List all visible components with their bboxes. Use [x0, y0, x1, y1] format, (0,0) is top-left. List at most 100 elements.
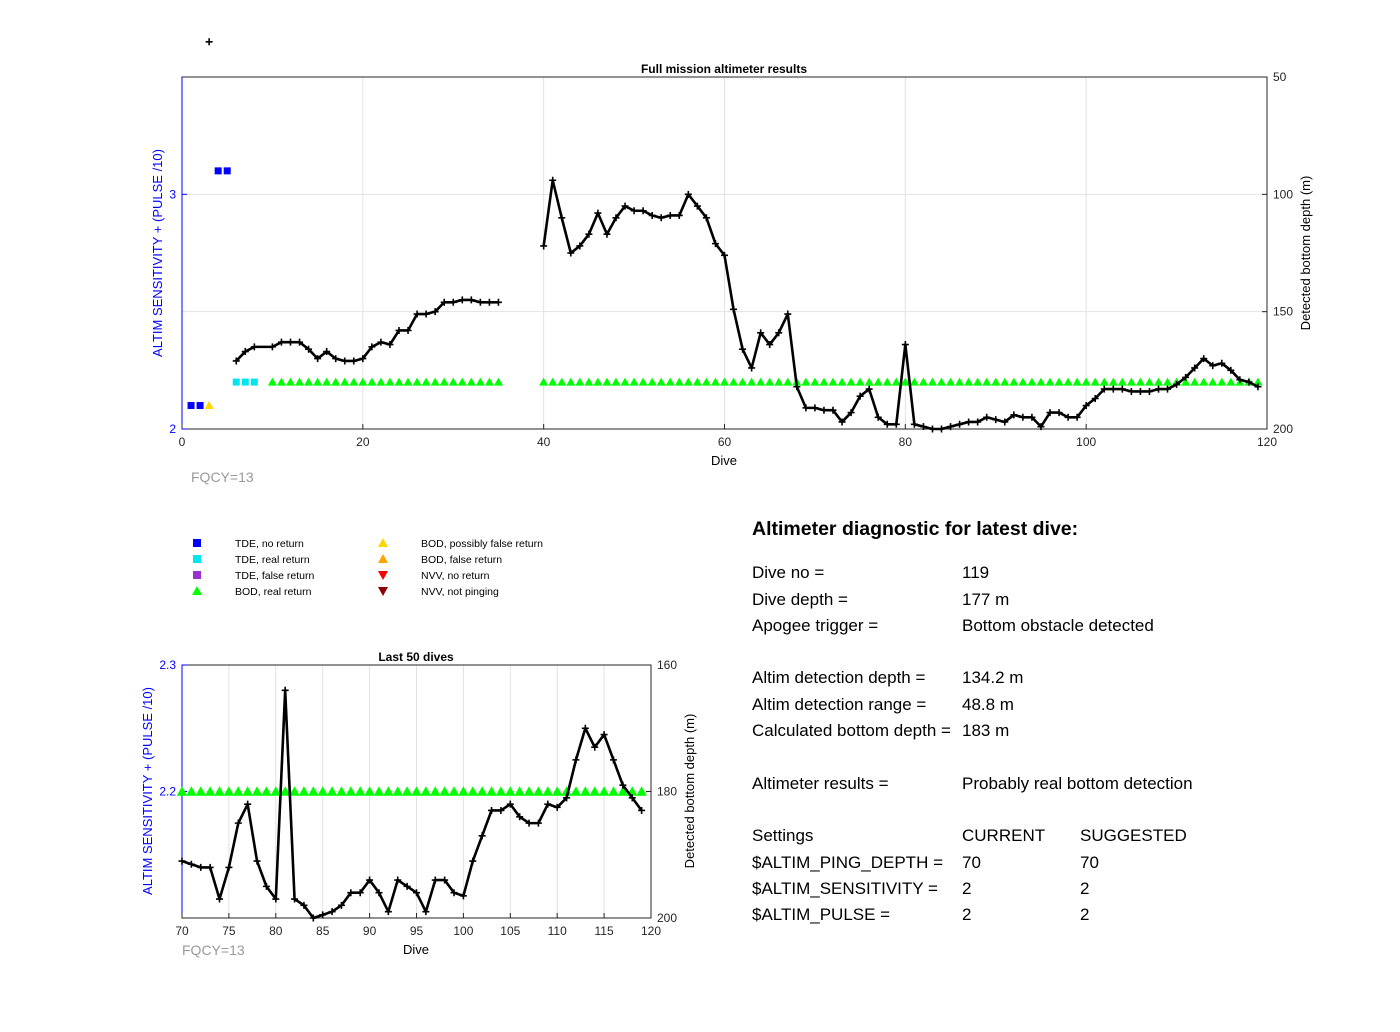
full-mission-marker	[267, 377, 277, 386]
last50-depth-point	[328, 908, 336, 916]
full-mission-series-tde-real-return	[232, 378, 258, 386]
full-mission-depth-point	[1182, 373, 1190, 381]
last50-depth-point	[450, 889, 458, 897]
full-mission-marker	[1190, 377, 1200, 386]
full-mission-depth-point	[558, 214, 566, 222]
full-mission-marker	[322, 377, 332, 386]
full-mission-depth-point	[305, 345, 313, 353]
last50-right-ylabel: Detected bottom depth (m)	[682, 714, 697, 869]
full-mission-depth-point	[874, 413, 882, 421]
full-mission-marker	[828, 377, 838, 386]
last50-marker	[598, 786, 610, 796]
full-mission-depth-point	[1055, 409, 1063, 417]
legend-marker	[193, 571, 201, 579]
full-mission-depth-point	[540, 242, 548, 250]
current-label: CURRENT	[962, 826, 1046, 846]
last50-left-ylabel: ALTIM SENSITIVITY + (PULSE /10)	[140, 687, 155, 895]
full-mission-depth-point	[332, 355, 340, 363]
full-mission-depth-point	[938, 425, 945, 433]
full-mission-depth-point	[422, 310, 430, 318]
full-mission-xlabel: Dive	[711, 453, 737, 468]
full-mission-depth-point	[314, 355, 322, 363]
full-mission-marker	[1045, 377, 1055, 386]
full-mission-ytick-left-label: 2	[169, 422, 176, 436]
full-mission-marker	[1000, 377, 1010, 386]
full-mission-depth-point	[1028, 413, 1036, 421]
last50-xtick-label: 115	[595, 924, 614, 938]
full-mission-marker	[991, 377, 1001, 386]
last50-xtick-label: 95	[410, 924, 424, 938]
full-mission-marker	[403, 377, 413, 386]
full-mission-depth-point	[757, 329, 765, 337]
full-mission-depth-point	[693, 202, 701, 210]
full-mission-depth-point	[992, 416, 1000, 424]
last50-depth-point	[619, 781, 627, 789]
full-mission-marker	[1154, 377, 1163, 386]
last50-depth-point	[516, 813, 524, 821]
full-mission-marker	[204, 401, 214, 410]
full-mission-depth-point	[1046, 409, 1054, 417]
last50-depth-point	[459, 892, 467, 900]
last50-xtick-label: 100	[453, 924, 473, 938]
full-mission-marker	[647, 377, 657, 386]
full-mission-marker	[349, 377, 359, 386]
last50-depth-point	[572, 756, 580, 764]
last50-marker	[514, 786, 525, 796]
last50-depth-point	[581, 724, 589, 732]
last50-depth-point	[366, 876, 374, 884]
full-mission-depth-point	[1001, 418, 1009, 426]
last50-depth-point	[262, 882, 270, 890]
full-mission-depth-point	[1073, 413, 1081, 421]
full-mission-depth-point	[1218, 359, 1226, 367]
full-mission-marker	[475, 377, 485, 386]
full-mission-marker	[801, 377, 811, 386]
last50-marker	[186, 786, 197, 796]
full-mission-depth-point	[458, 296, 466, 304]
full-mission-depth-point	[250, 343, 258, 351]
full-mission-depth-point	[594, 209, 602, 217]
full-mission-depth-point	[449, 298, 457, 306]
full-mission-marker	[692, 377, 702, 386]
last50-depth-point	[225, 863, 233, 871]
last50-marker	[355, 786, 366, 796]
full-mission-depth-point	[232, 357, 240, 365]
results-row: Altimeter results = Probably real bottom …	[752, 771, 1193, 797]
full-mission-depth-point	[775, 329, 783, 337]
full-mission-marker	[358, 377, 368, 386]
full-mission-marker	[629, 377, 639, 386]
last50-depth-point	[375, 889, 383, 897]
legend-label: NVV, not pinging	[421, 586, 499, 598]
last50-depth-point	[525, 819, 533, 827]
full-mission-depth-point	[603, 230, 611, 238]
last50-marker	[383, 786, 394, 796]
setting-name: $ALTIM_PING_DEPTH =	[752, 852, 943, 872]
full-mission-depth-point	[277, 338, 285, 346]
last50-depth-point	[356, 889, 364, 897]
full-mission-depth-point	[296, 338, 304, 346]
detection-depth-row: Altim detection depth = 134.2 m	[752, 665, 1078, 691]
last50-depth-point	[544, 800, 552, 808]
full-mission-marker	[412, 377, 422, 386]
full-mission-depth-point	[413, 310, 421, 318]
last50-marker	[636, 786, 647, 796]
full-mission-marker	[927, 377, 937, 386]
last50-marker	[233, 786, 244, 796]
full-mission-depth-point	[341, 357, 349, 365]
last50-depth-point	[281, 686, 289, 694]
full-mission-marker	[611, 377, 621, 386]
full-mission-depth-point	[684, 190, 692, 198]
last50-marker	[420, 786, 432, 796]
last50-marker	[279, 786, 291, 796]
full-mission-depth-line	[235, 298, 499, 363]
full-mission-depth-point	[802, 404, 810, 412]
last50-xtick-label: 105	[500, 924, 520, 938]
full-mission-right-ylabel: Detected bottom depth (m)	[1298, 176, 1313, 331]
full-mission-marker	[774, 377, 784, 386]
last50-marker	[580, 786, 591, 796]
last50-marker	[570, 786, 582, 796]
settings-header-row: Settings CURRENT SUGGESTED	[752, 823, 1187, 849]
last50-marker	[589, 786, 600, 796]
last50-depth-point	[300, 901, 308, 909]
full-mission-depth-point	[639, 207, 647, 215]
setting-row: $ALTIM_SENSITIVITY = 2 2	[752, 876, 1089, 902]
